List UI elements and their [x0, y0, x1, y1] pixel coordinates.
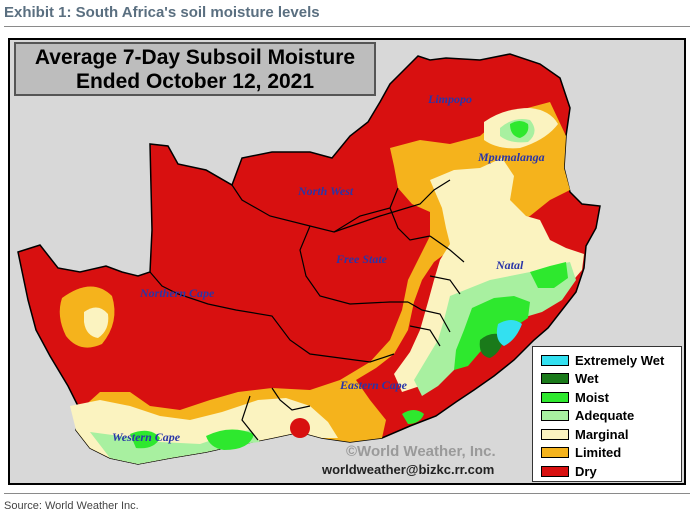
source-note: Source: World Weather Inc.	[4, 500, 139, 512]
legend-item: Limited	[541, 444, 681, 463]
map-title-line1: Average 7-Day Subsoil Moisture	[34, 46, 356, 69]
legend-label: Extremely Wet	[575, 352, 665, 368]
dry-pocket-south	[290, 418, 310, 438]
extremely-wet-zone	[496, 320, 522, 346]
legend-item: Adequate	[541, 407, 681, 426]
map-title-line2: Ended October 12, 2021	[75, 70, 315, 93]
moist-zone-sw2	[206, 429, 254, 450]
region-label-eastern-cape: Eastern Cape	[340, 378, 408, 392]
copyright-credit: ©World Weather, Inc.	[346, 443, 496, 460]
legend-label: Dry	[575, 463, 597, 479]
moist-zone-north	[510, 121, 529, 138]
wet-zone	[479, 333, 504, 358]
legend-item: Moist	[541, 388, 681, 407]
region-label-natal: Natal	[496, 258, 524, 272]
legend-swatch	[541, 465, 569, 477]
legend-swatch	[541, 373, 569, 385]
province-boundaries	[149, 169, 465, 441]
moist-zone-natal	[530, 262, 568, 288]
region-label-mpumalanga: Mpumalanga	[478, 150, 545, 164]
region-label-western-cape: Western Cape	[112, 430, 181, 444]
legend-swatch	[541, 354, 569, 366]
bottom-divider	[4, 493, 690, 494]
region-label-limpopo: Limpopo	[428, 92, 472, 106]
legend-label: Marginal	[575, 426, 629, 442]
soil-moisture-map: Average 7-Day Subsoil Moisture Ended Oct…	[8, 38, 686, 485]
legend-swatch	[541, 391, 569, 403]
moist-zone-sw1	[130, 430, 160, 449]
legend-item: Extremely Wet	[541, 351, 681, 370]
region-label-north-west: North West	[298, 184, 354, 198]
top-divider	[4, 26, 690, 27]
legend-item: Marginal	[541, 425, 681, 444]
legend-item: Wet	[541, 370, 681, 389]
exhibit-title: Exhibit 1: South Africa's soil moisture …	[4, 4, 320, 21]
marginal-zone-nc	[84, 307, 109, 338]
legend-label: Wet	[575, 371, 599, 387]
region-label-northern-cape: Northern Cape	[140, 286, 215, 300]
legend-item: Dry	[541, 462, 681, 481]
moisture-legend: Extremely Wet Wet Moist Adequate Margina…	[532, 346, 682, 482]
legend-label: Moist	[575, 389, 609, 405]
moist-zone-east	[454, 296, 530, 370]
legend-swatch	[541, 447, 569, 459]
moist-zone-ec	[402, 410, 424, 424]
map-title-box: Average 7-Day Subsoil Moisture Ended Oct…	[14, 42, 376, 96]
contact-email: worldweather@bizkc.rr.com	[322, 462, 495, 477]
map-canvas	[17, 53, 601, 465]
legend-label: Adequate	[575, 408, 635, 424]
legend-label: Limited	[575, 445, 622, 461]
legend-swatch	[541, 428, 569, 440]
region-label-free-state: Free State	[336, 252, 387, 266]
legend-swatch	[541, 410, 569, 422]
